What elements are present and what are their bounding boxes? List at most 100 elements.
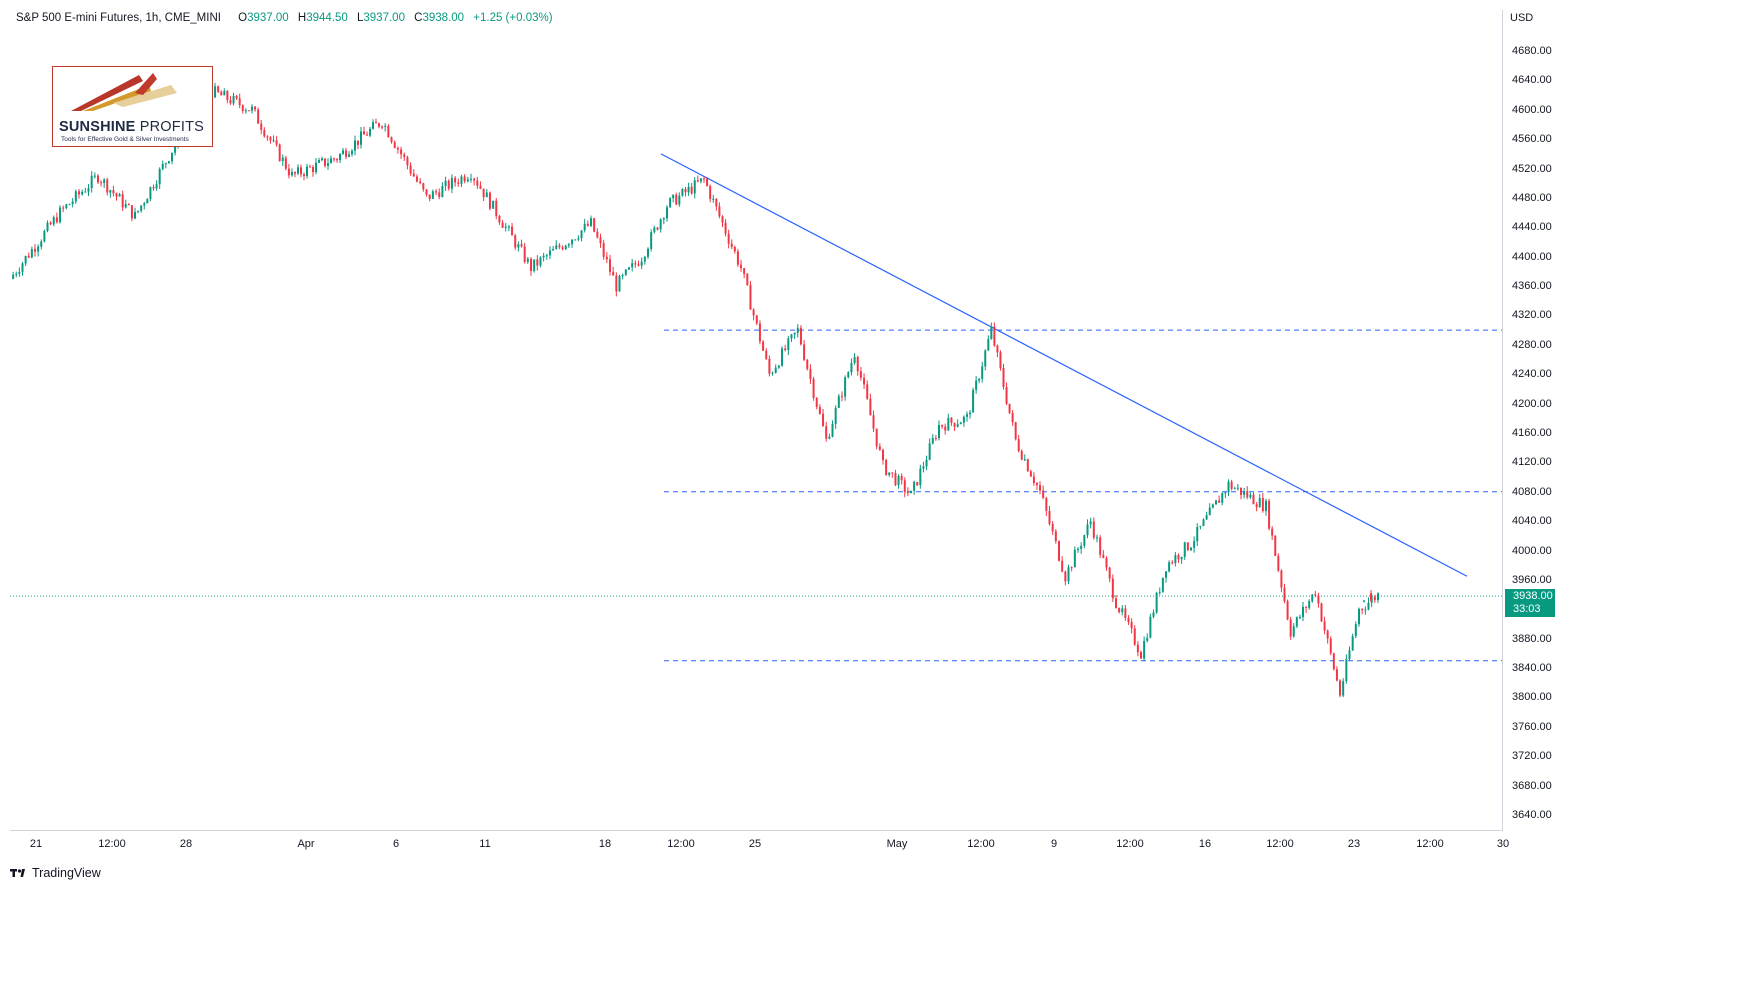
candle-body <box>605 256 608 260</box>
candle-body <box>161 163 164 170</box>
candle-body <box>699 178 702 182</box>
candle-body <box>696 180 699 182</box>
candle-body <box>419 181 422 184</box>
candle-body <box>555 245 558 250</box>
candle-body <box>1329 638 1332 654</box>
candle-body <box>712 198 715 200</box>
tradingview-brand[interactable]: TradingView <box>10 866 101 880</box>
candle-body <box>501 222 504 228</box>
candle-body <box>650 232 653 249</box>
candle-body <box>366 134 368 136</box>
candle-body <box>809 368 812 379</box>
candle-body <box>812 378 815 398</box>
candle-body <box>400 149 403 155</box>
x-tick-label: 6 <box>392 838 400 850</box>
candle-body <box>1115 598 1117 609</box>
candle-body <box>593 218 596 232</box>
candle-body <box>174 146 177 153</box>
y-tick-label: 4240.00 <box>1512 368 1552 381</box>
candle-body <box>12 274 15 279</box>
candle-body <box>752 309 755 316</box>
candle-body <box>369 128 371 136</box>
candle-body <box>634 263 637 265</box>
x-tick-label: 21 <box>29 838 43 850</box>
candle-body <box>403 154 406 158</box>
candle-body <box>718 206 721 217</box>
candle-body <box>124 204 127 208</box>
candle-body <box>733 246 736 252</box>
candle-body <box>536 259 539 266</box>
candle-body <box>1373 596 1376 601</box>
candle-body <box>903 480 906 493</box>
candle-body <box>844 377 847 397</box>
candle-body <box>229 99 232 104</box>
candle-body <box>309 166 311 168</box>
candle-body <box>232 95 235 104</box>
candle-body <box>272 140 275 142</box>
candle-body <box>796 327 799 333</box>
chart-area[interactable] <box>10 10 1503 831</box>
candle-body <box>727 233 730 244</box>
trendline-layer <box>660 153 1468 577</box>
candle-body <box>1054 531 1057 542</box>
candle-body <box>564 245 567 250</box>
candle-body <box>885 459 888 475</box>
candle-body <box>878 446 881 450</box>
candle-body <box>831 423 834 437</box>
candle-body <box>662 218 665 220</box>
candles-layer <box>12 82 1379 698</box>
candle-body <box>1171 562 1174 564</box>
candle-body <box>100 182 103 184</box>
candle-body <box>409 165 412 174</box>
candle-body <box>223 90 226 96</box>
candle-body <box>1283 587 1286 602</box>
candle-body <box>447 180 450 189</box>
logo-tagline: Tools for Effective Gold & Silver Invest… <box>61 136 189 143</box>
candle-body <box>1224 492 1227 494</box>
candle-body <box>1083 535 1086 546</box>
candle-body <box>944 426 947 431</box>
candle-body <box>1096 537 1098 539</box>
candle-body <box>922 466 925 469</box>
candle-body <box>97 175 99 183</box>
candle-body <box>803 344 806 360</box>
candle-body <box>818 406 821 414</box>
candle-body <box>339 154 341 161</box>
candle-body <box>706 178 709 186</box>
candle-body <box>859 371 862 378</box>
y-tick-label: 4680.00 <box>1512 45 1552 57</box>
candle-body <box>1089 521 1092 525</box>
candle-body <box>602 243 605 257</box>
candle-body <box>1186 542 1189 551</box>
candle-body <box>143 203 146 206</box>
candle-body <box>981 366 984 379</box>
candle-body <box>1298 617 1301 619</box>
candle-body <box>1008 403 1011 414</box>
candle-body <box>284 157 287 169</box>
last-price-value: 3938.00 <box>1513 590 1553 602</box>
candle-body <box>746 273 749 286</box>
candle-body <box>315 162 317 173</box>
candle-body <box>1268 500 1271 529</box>
candle-body <box>1121 608 1124 613</box>
candle-body <box>300 167 302 175</box>
candle-body <box>956 424 959 427</box>
tradingview-logo-icon <box>10 869 25 877</box>
open-value: 3937.00 <box>247 12 289 24</box>
candle-body <box>806 359 809 369</box>
candle-body <box>771 372 774 374</box>
trendline[interactable] <box>660 153 1468 577</box>
candle-body <box>765 350 768 359</box>
candle-body <box>1035 483 1038 486</box>
candle-body <box>1205 515 1208 520</box>
candle-body <box>558 245 561 248</box>
candle-body <box>690 186 693 194</box>
candle-body <box>1240 487 1242 495</box>
symbol-title[interactable]: S&P 500 E-mini Futures, 1h, CME_MINI <box>16 12 221 24</box>
currency-label[interactable]: USD <box>1510 12 1534 24</box>
candle-body <box>684 188 687 193</box>
candle-body <box>913 481 916 491</box>
price-chart[interactable] <box>10 10 1502 830</box>
candle-body <box>470 178 472 180</box>
candle-body <box>934 437 937 439</box>
